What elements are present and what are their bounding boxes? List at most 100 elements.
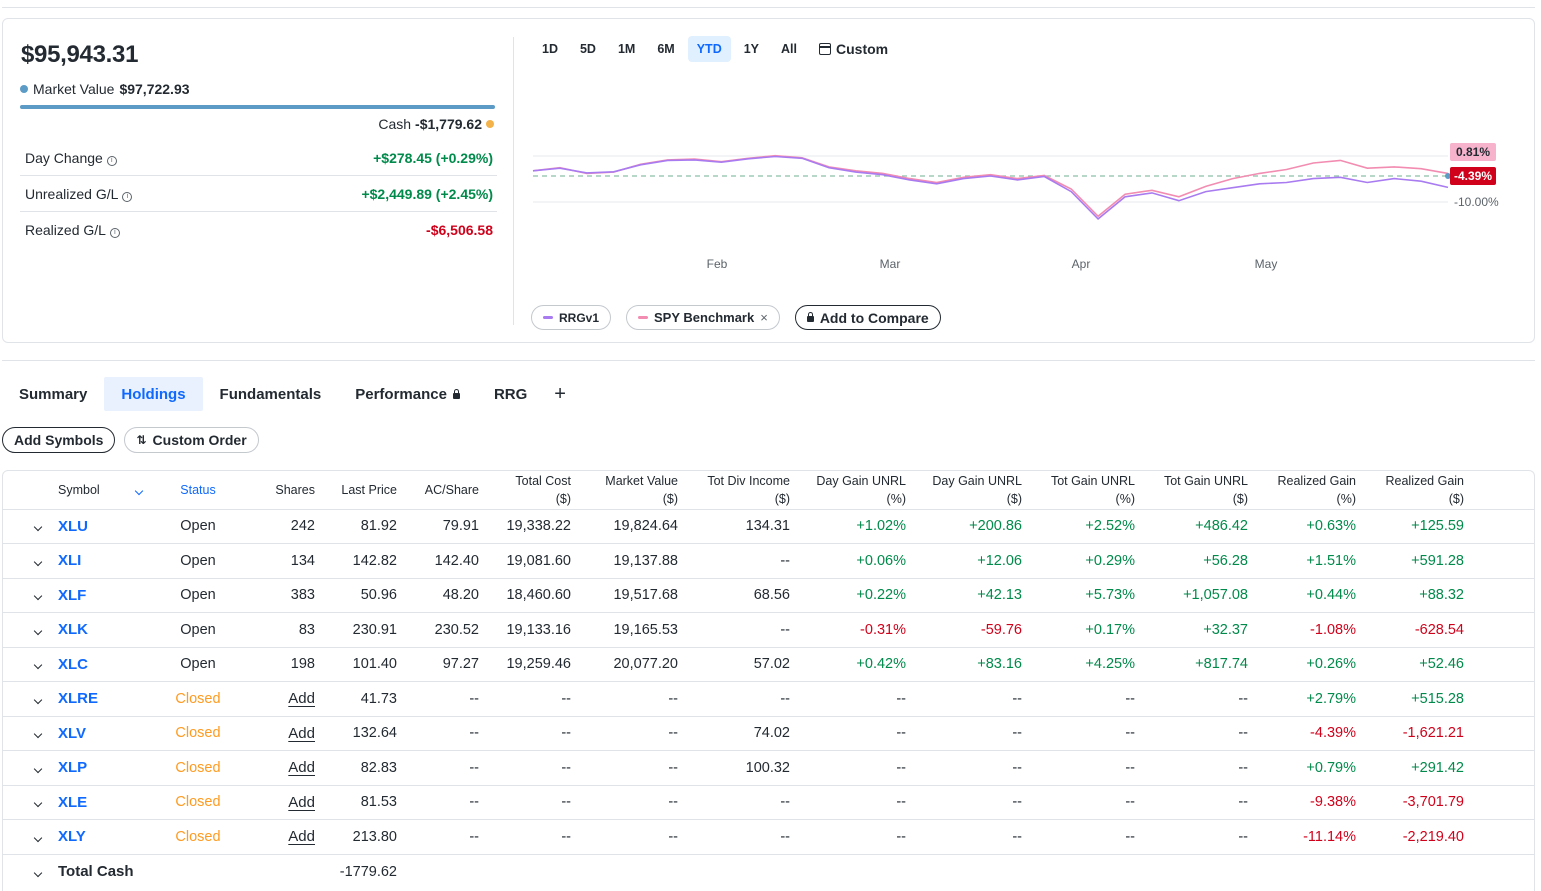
info-icon[interactable]: i bbox=[106, 155, 117, 166]
row-spacer bbox=[1470, 785, 1534, 820]
range-6m[interactable]: 6M bbox=[657, 42, 675, 56]
close-icon[interactable]: × bbox=[760, 310, 768, 325]
tab-summary[interactable]: Summary bbox=[19, 385, 88, 403]
header-tot-gain-pct[interactable]: Tot Gain UNRL (%) bbox=[1028, 471, 1141, 510]
table-row[interactable]: XLP Closed Add 82.83 -- -- -- 100.32 -- -- -- -- +0.… bbox=[3, 750, 1534, 786]
expand-row-button[interactable] bbox=[3, 612, 51, 648]
header-day-gain-usd[interactable]: Day Gain UNRL ($) bbox=[912, 471, 1028, 510]
header-div-income-unit: ($) bbox=[774, 491, 790, 506]
expand-row-button[interactable] bbox=[3, 750, 51, 786]
table-row[interactable]: XLY Closed Add 213.80 -- -- -- -- -- -- -- -- -11.14… bbox=[3, 819, 1534, 855]
symbol-link[interactable]: XLV bbox=[51, 716, 161, 751]
expand-row-button[interactable] bbox=[3, 647, 51, 682]
table-row[interactable]: XLC Open 198 101.40 97.27 19,259.46 20,077.20 5… bbox=[3, 647, 1534, 682]
symbol-link[interactable]: XLI bbox=[51, 543, 161, 579]
add-shares-link[interactable]: Add bbox=[288, 828, 315, 846]
header-div-income[interactable]: Tot Div Income ($) bbox=[684, 471, 796, 510]
expand-row-button[interactable] bbox=[3, 716, 51, 751]
symbol-link[interactable]: XLF bbox=[51, 578, 161, 613]
status-cell: Closed bbox=[161, 785, 241, 820]
expand-row-button[interactable] bbox=[3, 785, 51, 820]
expand-row-button[interactable] bbox=[3, 578, 51, 613]
range-1y[interactable]: 1Y bbox=[743, 42, 760, 56]
header-day-gain-pct-label: Day Gain UNRL bbox=[816, 473, 906, 488]
header-symbol[interactable]: Symbol bbox=[51, 471, 161, 510]
header-status[interactable]: Status bbox=[161, 471, 241, 510]
chevron-down-icon[interactable] bbox=[134, 486, 143, 495]
symbol-link[interactable]: XLK bbox=[51, 612, 161, 648]
range-all[interactable]: All bbox=[781, 42, 797, 56]
header-tot-gain-usd-label: Tot Gain UNRL bbox=[1163, 473, 1248, 488]
total-cost-cell: 18,460.60 bbox=[485, 578, 577, 613]
header-market-value[interactable]: Market Value ($) bbox=[577, 471, 684, 510]
y-tick-label: -10.00% bbox=[1454, 195, 1499, 209]
header-total-cost[interactable]: Total Cost ($) bbox=[485, 471, 577, 510]
range-1m[interactable]: 1M bbox=[617, 42, 636, 56]
add-tab-plus-icon[interactable]: + bbox=[554, 382, 566, 405]
chevron-down-icon bbox=[33, 592, 43, 601]
header-real-gain-pct[interactable]: Realized Gain (%) bbox=[1254, 471, 1362, 510]
symbol-link[interactable]: XLC bbox=[51, 647, 161, 682]
real-gain-usd-cell: -628.54 bbox=[1362, 612, 1470, 648]
chevron-down-icon bbox=[33, 557, 43, 566]
range-custom[interactable]: Custom bbox=[810, 36, 897, 62]
range-1d[interactable]: 1D bbox=[542, 42, 558, 56]
status-cell: Open bbox=[161, 543, 241, 579]
header-day-gain-pct[interactable]: Day Gain UNRL (%) bbox=[796, 471, 912, 510]
table-row[interactable]: XLU Open 242 81.92 79.91 19,338.22 19,824.64 13… bbox=[3, 509, 1534, 544]
header-tot-gain-usd[interactable]: Tot Gain UNRL ($) bbox=[1141, 471, 1254, 510]
header-real-gain-usd-unit: ($) bbox=[1448, 491, 1464, 506]
add-shares-link[interactable]: Add bbox=[288, 759, 315, 777]
expand-row-button[interactable] bbox=[3, 681, 51, 717]
table-row[interactable]: XLE Closed Add 81.53 -- -- -- -- -- -- -- -- -9.38% -… bbox=[3, 785, 1534, 820]
add-shares-link[interactable]: Add bbox=[288, 724, 315, 742]
custom-order-button[interactable]: ⇅ Custom Order bbox=[124, 427, 259, 453]
range-ytd[interactable]: YTD bbox=[687, 36, 731, 62]
add-shares-link[interactable]: Add bbox=[288, 793, 315, 811]
add-to-compare-button[interactable]: Add to Compare bbox=[794, 305, 941, 330]
expand-row-button[interactable] bbox=[3, 819, 51, 855]
add-symbols-button[interactable]: Add Symbols bbox=[2, 427, 116, 453]
last-price-cell: 213.80 bbox=[321, 819, 403, 855]
header-shares[interactable]: Shares bbox=[241, 471, 321, 510]
table-row[interactable]: XLK Open 83 230.91 230.52 19,133.16 19,165.53-… bbox=[3, 612, 1534, 648]
performance-chart[interactable]: Feb Mar Apr May -10.00% 0.81% -4.39% bbox=[528, 114, 1518, 274]
header-day-gain-usd-unit: ($) bbox=[1006, 491, 1022, 506]
table-row[interactable]: XLRE Closed Add 41.73 -- -- -- -- -- -- -- -- +2.79%… bbox=[3, 681, 1534, 717]
range-5d[interactable]: 5D bbox=[579, 42, 596, 56]
shares-cell: Add bbox=[241, 785, 321, 820]
legend-rrgv1[interactable]: RRGv1 bbox=[531, 305, 612, 330]
expand-row-button[interactable] bbox=[3, 509, 51, 544]
sort-arrows-icon: ⇅ bbox=[136, 433, 147, 447]
total-cash-row[interactable]: Total Cash -1779.62 bbox=[3, 854, 1534, 889]
table-row[interactable]: XLI Open 134 142.82 142.40 19,081.60 19,137.88… bbox=[3, 543, 1534, 579]
tab-fundamentals[interactable]: Fundamentals bbox=[219, 385, 322, 403]
table-row[interactable]: XLF Open 383 50.96 48.20 18,460.60 19,517.68 68… bbox=[3, 578, 1534, 613]
expand-row-button[interactable] bbox=[3, 854, 51, 889]
header-last-price[interactable]: Last Price bbox=[321, 471, 403, 510]
info-icon[interactable]: i bbox=[122, 191, 133, 202]
info-icon[interactable]: i bbox=[109, 228, 120, 238]
symbol-link[interactable]: XLP bbox=[51, 750, 161, 786]
add-shares-link[interactable]: Add bbox=[288, 690, 315, 708]
tot-gain-usd-cell: +32.37 bbox=[1141, 612, 1254, 648]
expand-row-button[interactable] bbox=[3, 543, 51, 579]
header-spacer bbox=[1470, 471, 1534, 510]
tab-performance[interactable]: Performance bbox=[338, 377, 477, 411]
tab-holdings[interactable]: Holdings bbox=[104, 377, 203, 411]
symbol-link[interactable]: XLY bbox=[51, 819, 161, 855]
symbol-link[interactable]: XLU bbox=[51, 509, 161, 544]
header-real-gain-usd[interactable]: Realized Gain ($) bbox=[1362, 471, 1470, 510]
symbol-link[interactable]: XLE bbox=[51, 785, 161, 820]
real-gain-pct-cell: +0.44% bbox=[1254, 578, 1362, 613]
legend-spy-benchmark[interactable]: SPY Benchmark × bbox=[626, 305, 780, 330]
summary-divider bbox=[513, 37, 514, 325]
header-ac-share[interactable]: AC/Share bbox=[403, 471, 485, 510]
table-row[interactable]: XLV Closed Add 132.64 -- -- -- 74.02 -- -- -- -- -4.… bbox=[3, 716, 1534, 751]
tab-rrg[interactable]: RRG bbox=[493, 385, 528, 403]
market-value-cell: 19,517.68 bbox=[577, 578, 684, 613]
spy-end-badge-label: 0.81% bbox=[1456, 145, 1490, 159]
symbol-link[interactable]: XLRE bbox=[51, 681, 161, 717]
chevron-down-icon bbox=[33, 523, 43, 532]
day-gain-usd-cell: +200.86 bbox=[912, 509, 1028, 544]
